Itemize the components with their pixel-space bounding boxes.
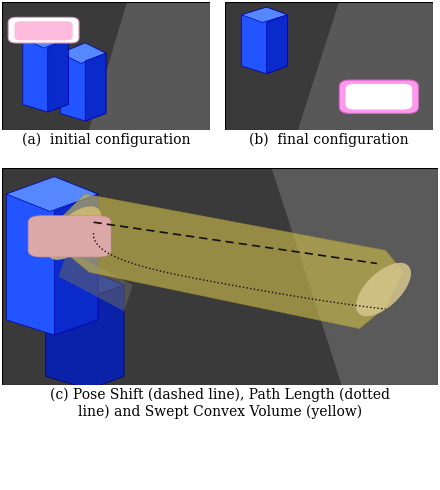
Polygon shape bbox=[242, 7, 287, 74]
Text: (b)  final configuration: (b) final configuration bbox=[249, 132, 409, 147]
FancyBboxPatch shape bbox=[15, 21, 73, 40]
Polygon shape bbox=[60, 43, 106, 63]
Polygon shape bbox=[48, 38, 69, 112]
Polygon shape bbox=[46, 270, 124, 300]
Polygon shape bbox=[6, 177, 98, 211]
Text: (a)  initial configuration: (a) initial configuration bbox=[22, 132, 190, 147]
Polygon shape bbox=[59, 250, 133, 311]
Polygon shape bbox=[23, 27, 69, 48]
FancyBboxPatch shape bbox=[8, 17, 79, 43]
Polygon shape bbox=[63, 194, 403, 329]
FancyBboxPatch shape bbox=[339, 80, 418, 113]
Polygon shape bbox=[85, 53, 106, 121]
Ellipse shape bbox=[47, 206, 101, 260]
Polygon shape bbox=[272, 168, 438, 385]
Polygon shape bbox=[298, 2, 433, 130]
Polygon shape bbox=[267, 15, 287, 74]
Polygon shape bbox=[6, 179, 98, 335]
Polygon shape bbox=[89, 2, 210, 130]
Text: (c) Pose Shift (dashed line), Path Length (dotted
line) and Swept Convex Volume : (c) Pose Shift (dashed line), Path Lengt… bbox=[50, 388, 390, 418]
Polygon shape bbox=[242, 7, 287, 23]
Polygon shape bbox=[46, 272, 124, 390]
Ellipse shape bbox=[356, 263, 411, 316]
Polygon shape bbox=[60, 46, 106, 121]
FancyBboxPatch shape bbox=[28, 216, 111, 257]
FancyBboxPatch shape bbox=[346, 84, 412, 110]
Polygon shape bbox=[54, 194, 98, 335]
Polygon shape bbox=[23, 30, 69, 112]
